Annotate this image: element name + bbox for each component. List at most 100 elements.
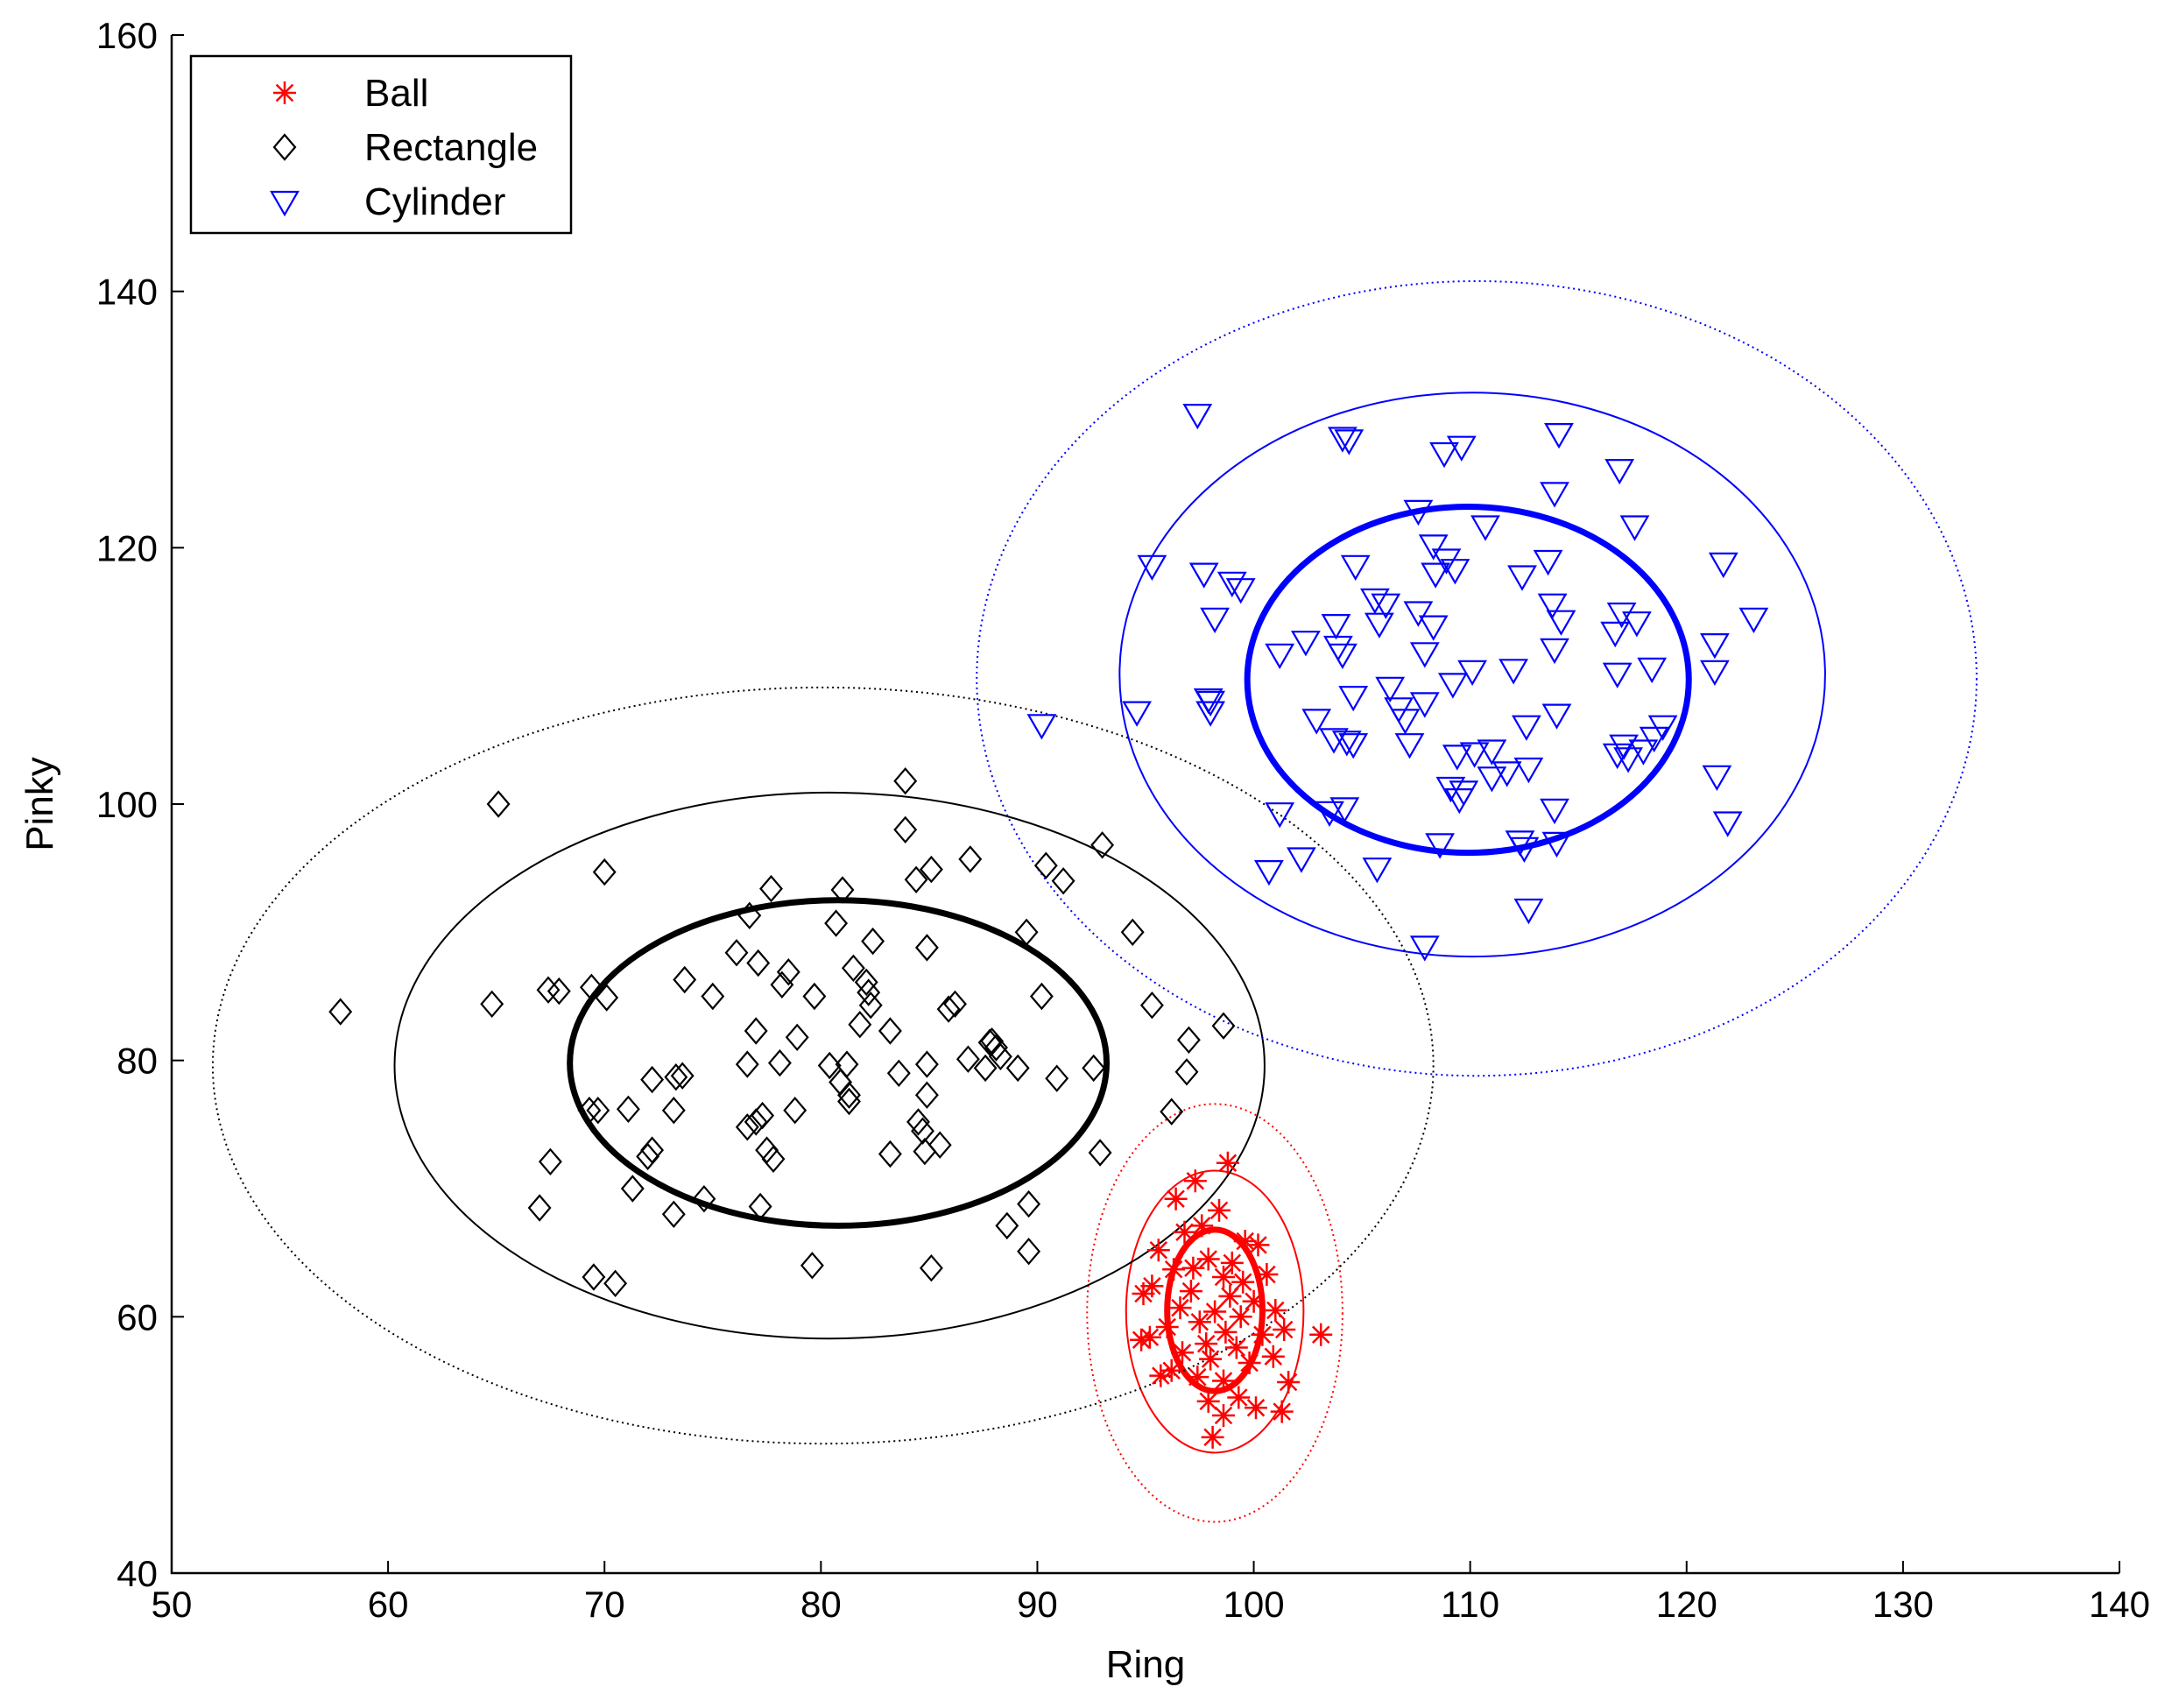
rectangle-point [904,865,928,893]
ball-point [1261,1345,1285,1368]
rectangle-point [661,1097,686,1125]
cylinder-point [1602,743,1633,770]
cylinder-point [1613,747,1644,773]
cylinder-point [1253,859,1284,886]
rectangle-point [914,934,939,962]
rectangle-point [737,901,762,929]
ball-point [1218,1284,1242,1308]
cylinder-point [1540,798,1569,825]
cylinder-point [1546,610,1576,636]
rectangle-point [1017,1189,1041,1218]
cylinder-point [1513,757,1544,784]
rectangle-point [776,958,800,986]
rectangle-point [616,1095,640,1123]
ball-point [1212,1404,1235,1427]
cylinder-point [1470,515,1500,541]
ball-point [1190,1214,1214,1238]
x-axis-title: Ring [1106,1643,1186,1686]
cylinder-point [1338,733,1369,759]
rectangle-point [328,998,353,1026]
rectangle-point [670,1062,695,1090]
cylinder-point [1477,739,1507,766]
cylinder-point [1334,429,1365,455]
rectangle-point [595,984,619,1012]
x-tick-label: 90 [1017,1584,1058,1625]
cylinder-point [1265,802,1295,829]
ball-point [1309,1323,1333,1346]
ball-point [1270,1400,1294,1423]
rectangle-point [1139,992,1164,1020]
cylinder-point [1609,734,1640,760]
ball-point [1264,1299,1287,1322]
cylinder-point [1446,435,1477,462]
rectangle-point [878,1017,902,1045]
cylinder-point [1394,733,1425,759]
cylinder-point [1409,642,1440,668]
cylinder-point [1331,730,1362,757]
cylinder-point [1505,830,1535,857]
x-tick-label: 110 [1441,1584,1499,1625]
rectangle-point [857,978,881,1006]
rectangle-point [547,977,571,1006]
rectangle-point [995,1211,1019,1240]
ball-point [1130,1328,1153,1352]
ellipse-ball-bold [1164,1226,1266,1394]
rectangle-point [906,1108,930,1136]
rectangle-point [538,1147,562,1175]
y-axis-ticks: 40 60 80 100 120 140 160 [96,15,184,1594]
legend-box [189,54,573,235]
ball-point [1233,1230,1257,1253]
cylinder-point [1647,715,1678,741]
x-tick-label: 130 [1872,1584,1934,1625]
rectangle-point [854,968,878,997]
ball-point [1224,1336,1248,1359]
cylinder-point [1362,858,1393,884]
rectangle-point [988,1042,1012,1070]
y-tick-label: 160 [96,15,158,56]
cylinder-point [1403,601,1434,627]
cylinder-point [1544,423,1574,449]
y-tick-label: 120 [96,527,158,568]
ball-point [1255,1263,1279,1286]
legend-item-rectangle: Rectangle [272,126,538,169]
rectangle-point [914,1050,939,1078]
cylinder-point [1621,611,1652,638]
rectangle-point [582,1263,606,1291]
legend-label: Cylinder [364,180,505,223]
rectangle-point [927,1131,952,1159]
rectangle-point [785,1023,809,1051]
cylinder-point [1421,562,1451,589]
cylinder-point [1533,549,1563,576]
cylinder-point [1477,766,1507,793]
series-ball [1130,1151,1333,1449]
rectangle-point [1088,1139,1112,1167]
cylinder-point [1602,662,1633,688]
ball-point [1173,1220,1196,1244]
rectangle-point [911,1117,934,1145]
legend-marker-cylinder [270,190,300,217]
cylinder-point [1606,602,1637,629]
cylinder-point [1459,742,1490,768]
rectangle-point [861,927,885,956]
ball-point [1181,1256,1205,1280]
cylinder-point [1329,797,1360,823]
rectangle-point [592,858,617,886]
rectangle-point [1160,1097,1184,1126]
rectangle-point [640,1065,665,1094]
ball-point [1245,1396,1267,1420]
ball-point [1183,1169,1207,1193]
cylinder-point [1699,632,1730,660]
legend: Ball Rectangle Cylinder [189,54,573,235]
rectangle-point [973,1054,998,1083]
legend-label: Ball [364,72,428,115]
x-tick-label: 140 [2089,1584,2150,1625]
ball-point [1216,1151,1239,1175]
rectangle-point [744,1108,768,1136]
rectangle-point [1033,851,1058,879]
rectangle-point [724,939,749,967]
cylinder-point [1708,552,1738,579]
rectangle-point [579,973,603,1001]
rectangle-point [761,1145,786,1173]
ball-point [1277,1371,1301,1394]
